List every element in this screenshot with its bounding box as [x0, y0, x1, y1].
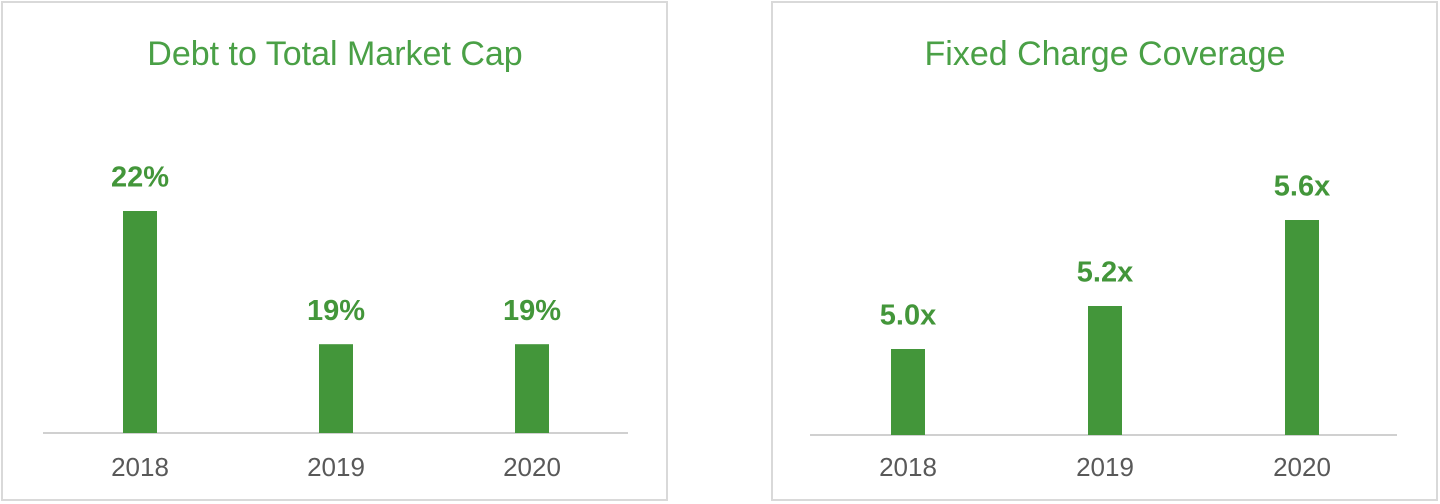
- value-label: 5.0x: [880, 300, 936, 332]
- x-tick-label: 2020: [1273, 452, 1331, 482]
- bar: [123, 211, 157, 433]
- chart-title: Fixed Charge Coverage: [925, 35, 1286, 73]
- value-label: 19%: [307, 295, 365, 327]
- value-label: 22%: [111, 162, 169, 194]
- x-tick-label: 2019: [1076, 452, 1134, 482]
- x-tick-label: 2018: [111, 452, 169, 482]
- x-tick-label: 2018: [879, 452, 937, 482]
- value-label: 5.2x: [1077, 257, 1133, 289]
- bar: [319, 344, 353, 433]
- x-tick-label: 2019: [307, 452, 365, 482]
- bar: [1285, 220, 1319, 435]
- value-label: 19%: [503, 295, 561, 327]
- bar: [1088, 306, 1122, 435]
- value-label: 5.6x: [1274, 171, 1330, 203]
- bar: [891, 349, 925, 435]
- bar: [515, 344, 549, 433]
- chart-title: Debt to Total Market Cap: [147, 35, 522, 73]
- x-tick-label: 2020: [503, 452, 561, 482]
